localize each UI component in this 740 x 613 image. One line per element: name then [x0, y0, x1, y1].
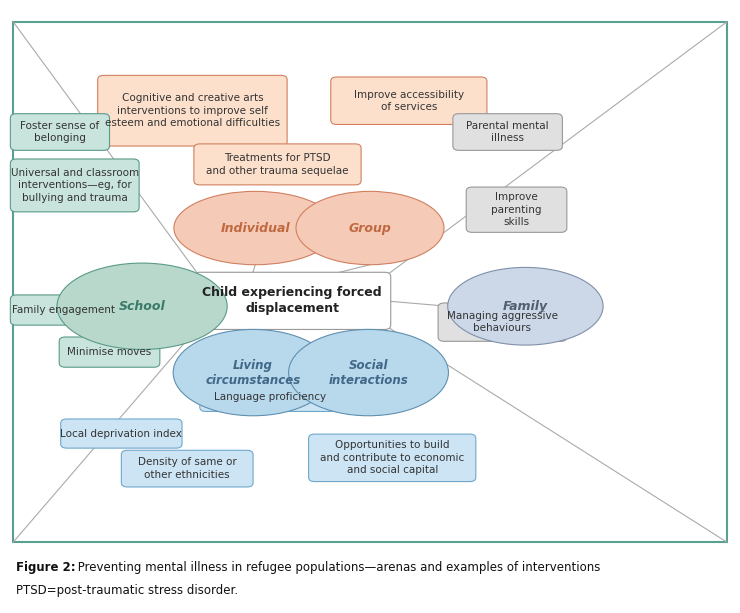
FancyBboxPatch shape: [194, 272, 391, 329]
Text: Child experiencing forced
displacement: Child experiencing forced displacement: [203, 286, 382, 315]
FancyBboxPatch shape: [453, 113, 562, 150]
Text: Improve
parenting
skills: Improve parenting skills: [491, 192, 542, 227]
Text: Parental mental
illness: Parental mental illness: [466, 121, 549, 143]
Text: Managing aggressive
behaviours: Managing aggressive behaviours: [447, 311, 558, 333]
FancyBboxPatch shape: [466, 187, 567, 232]
FancyBboxPatch shape: [10, 295, 117, 325]
Text: Preventing mental illness in refugee populations—arenas and examples of interven: Preventing mental illness in refugee pop…: [74, 561, 600, 574]
Text: Improve accessibility
of services: Improve accessibility of services: [354, 89, 464, 112]
Text: PTSD=post-traumatic stress disorder.: PTSD=post-traumatic stress disorder.: [16, 584, 238, 596]
FancyBboxPatch shape: [61, 419, 182, 448]
Text: Foster sense of
belonging: Foster sense of belonging: [20, 121, 100, 143]
FancyBboxPatch shape: [331, 77, 487, 124]
Ellipse shape: [448, 267, 603, 345]
Text: Local deprivation index: Local deprivation index: [61, 428, 182, 438]
Ellipse shape: [174, 191, 337, 265]
FancyBboxPatch shape: [59, 337, 160, 367]
Text: Opportunities to build
and contribute to economic
and social capital: Opportunities to build and contribute to…: [320, 440, 464, 475]
Text: Density of same or
other ethnicities: Density of same or other ethnicities: [138, 457, 237, 480]
Text: Family: Family: [503, 300, 548, 313]
Text: Social
interactions: Social interactions: [329, 359, 408, 387]
Text: Family engagement: Family engagement: [12, 305, 115, 315]
Text: Living
circumstances: Living circumstances: [206, 359, 300, 387]
FancyBboxPatch shape: [10, 159, 139, 212]
Text: Treatments for PTSD
and other trauma sequelae: Treatments for PTSD and other trauma seq…: [206, 153, 349, 175]
Ellipse shape: [57, 263, 227, 349]
Text: Minimise moves: Minimise moves: [67, 347, 152, 357]
Text: Group: Group: [349, 221, 391, 235]
Ellipse shape: [173, 329, 333, 416]
Text: Cognitive and creative arts
interventions to improve self
esteem and emotional d: Cognitive and creative arts intervention…: [105, 93, 280, 128]
Text: Figure 2:: Figure 2:: [16, 561, 76, 574]
FancyBboxPatch shape: [438, 303, 567, 341]
Text: School: School: [118, 300, 166, 313]
FancyBboxPatch shape: [194, 144, 361, 185]
FancyBboxPatch shape: [309, 434, 476, 482]
Text: Individual: Individual: [221, 221, 290, 235]
FancyBboxPatch shape: [10, 113, 110, 150]
Ellipse shape: [296, 191, 444, 265]
Ellipse shape: [289, 329, 448, 416]
Text: Universal and classroom
interventions—eg, for
bullying and trauma: Universal and classroom interventions—eg…: [10, 168, 139, 203]
FancyBboxPatch shape: [121, 451, 253, 487]
Text: Language proficiency: Language proficiency: [215, 392, 326, 402]
FancyBboxPatch shape: [98, 75, 287, 146]
FancyBboxPatch shape: [200, 383, 341, 411]
